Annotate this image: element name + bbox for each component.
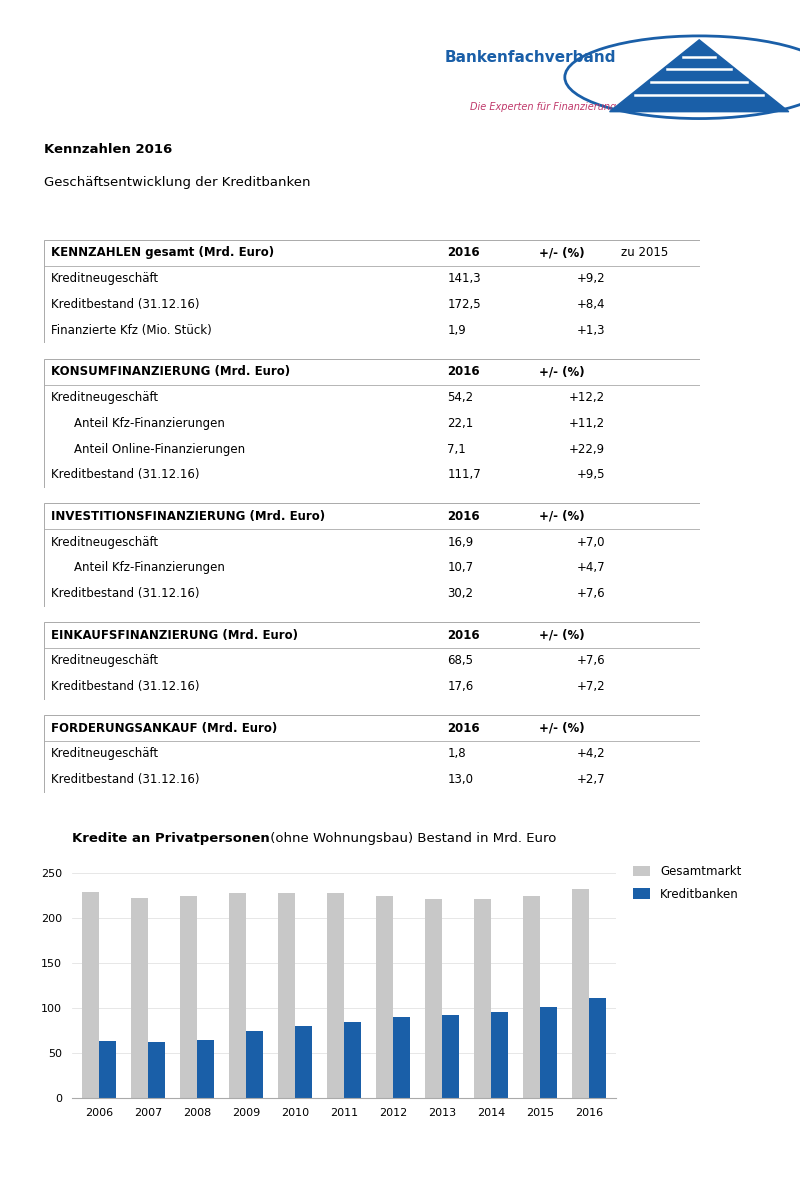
Text: Geschäftsentwicklung der Kreditbanken: Geschäftsentwicklung der Kreditbanken bbox=[44, 176, 310, 190]
Text: +/- (%): +/- (%) bbox=[539, 629, 585, 642]
Text: +22,9: +22,9 bbox=[569, 443, 605, 456]
Text: Kreditneugeschäft: Kreditneugeschäft bbox=[50, 654, 158, 667]
Text: +4,2: +4,2 bbox=[576, 748, 605, 761]
Bar bbox=[180, 896, 197, 1098]
Text: Kreditneugeschäft: Kreditneugeschäft bbox=[50, 535, 158, 548]
Text: +7,2: +7,2 bbox=[576, 680, 605, 694]
Bar bbox=[229, 893, 246, 1098]
Text: Kredite an Privatpersonen: Kredite an Privatpersonen bbox=[72, 833, 270, 845]
Text: +/- (%): +/- (%) bbox=[539, 246, 585, 259]
Bar bbox=[148, 1042, 165, 1098]
Text: Kreditbestand (31.12.16): Kreditbestand (31.12.16) bbox=[50, 298, 199, 311]
Text: 17,6: 17,6 bbox=[447, 680, 474, 694]
Bar bbox=[523, 896, 540, 1098]
Text: 111,7: 111,7 bbox=[447, 468, 481, 481]
Text: (ohne Wohnungsbau) Bestand in Mrd. Euro: (ohne Wohnungsbau) Bestand in Mrd. Euro bbox=[266, 833, 556, 845]
Text: +4,7: +4,7 bbox=[576, 562, 605, 575]
Text: Bankenfachverband: Bankenfachverband bbox=[445, 50, 616, 65]
Text: 22,1: 22,1 bbox=[447, 416, 474, 430]
Text: 16,9: 16,9 bbox=[447, 535, 474, 548]
Text: +11,2: +11,2 bbox=[569, 416, 605, 430]
Text: Kreditneugeschäft: Kreditneugeschäft bbox=[50, 748, 158, 761]
Bar bbox=[572, 889, 589, 1098]
Text: +1,3: +1,3 bbox=[576, 324, 605, 337]
Text: 30,2: 30,2 bbox=[447, 587, 474, 600]
Text: 141,3: 141,3 bbox=[447, 272, 481, 286]
Bar bbox=[278, 893, 295, 1098]
Text: +/- (%): +/- (%) bbox=[539, 510, 585, 523]
Text: 10,7: 10,7 bbox=[447, 562, 474, 575]
Bar bbox=[589, 998, 606, 1098]
Text: Kreditbestand (31.12.16): Kreditbestand (31.12.16) bbox=[50, 587, 199, 600]
Text: Anteil Kfz-Finanzierungen: Anteil Kfz-Finanzierungen bbox=[74, 416, 224, 430]
Bar bbox=[344, 1021, 361, 1098]
Text: +7,6: +7,6 bbox=[576, 587, 605, 600]
Polygon shape bbox=[610, 40, 789, 112]
Text: +7,6: +7,6 bbox=[576, 654, 605, 667]
Legend: Gesamtmarkt, Kreditbanken: Gesamtmarkt, Kreditbanken bbox=[633, 865, 742, 901]
Text: +12,2: +12,2 bbox=[569, 391, 605, 404]
Text: 7,1: 7,1 bbox=[447, 443, 466, 456]
Text: 2016: 2016 bbox=[447, 246, 480, 259]
Text: KENNZAHLEN gesamt (Mrd. Euro): KENNZAHLEN gesamt (Mrd. Euro) bbox=[50, 246, 274, 259]
Text: Kreditneugeschäft: Kreditneugeschäft bbox=[50, 272, 158, 286]
Bar bbox=[99, 1042, 116, 1098]
Text: Kreditneugeschäft: Kreditneugeschäft bbox=[50, 391, 158, 404]
Text: Kreditbestand (31.12.16): Kreditbestand (31.12.16) bbox=[50, 680, 199, 694]
Bar bbox=[131, 898, 148, 1098]
Text: INVESTITIONSFINANZIERUNG (Mrd. Euro): INVESTITIONSFINANZIERUNG (Mrd. Euro) bbox=[50, 510, 325, 523]
Text: +7,0: +7,0 bbox=[576, 535, 605, 548]
Text: zu 2015: zu 2015 bbox=[622, 246, 669, 259]
Bar bbox=[246, 1031, 263, 1098]
Text: 2016: 2016 bbox=[447, 629, 480, 642]
Text: +8,4: +8,4 bbox=[576, 298, 605, 311]
Bar bbox=[82, 892, 99, 1098]
Text: +/- (%): +/- (%) bbox=[539, 365, 585, 378]
Text: 1,8: 1,8 bbox=[447, 748, 466, 761]
Bar bbox=[197, 1039, 214, 1098]
Text: Kennzahlen 2016: Kennzahlen 2016 bbox=[44, 143, 172, 156]
Bar bbox=[474, 899, 491, 1098]
Bar bbox=[376, 896, 393, 1098]
Text: 1,9: 1,9 bbox=[447, 324, 466, 337]
Text: KONSUMFINANZIERUNG (Mrd. Euro): KONSUMFINANZIERUNG (Mrd. Euro) bbox=[50, 365, 290, 378]
Text: Die Experten für Finanzierung: Die Experten für Finanzierung bbox=[470, 102, 616, 112]
Bar bbox=[425, 899, 442, 1098]
Bar bbox=[393, 1016, 410, 1098]
Text: 2016: 2016 bbox=[447, 721, 480, 734]
Text: Kreditbestand (31.12.16): Kreditbestand (31.12.16) bbox=[50, 773, 199, 786]
Text: +9,2: +9,2 bbox=[576, 272, 605, 286]
Text: EINKAUFSFINANZIERUNG (Mrd. Euro): EINKAUFSFINANZIERUNG (Mrd. Euro) bbox=[50, 629, 298, 642]
Text: 68,5: 68,5 bbox=[447, 654, 474, 667]
Bar bbox=[327, 893, 344, 1098]
Bar bbox=[442, 1015, 459, 1098]
Text: 2016: 2016 bbox=[447, 510, 480, 523]
Text: Finanzierte Kfz (Mio. Stück): Finanzierte Kfz (Mio. Stück) bbox=[50, 324, 211, 337]
Text: Anteil Kfz-Finanzierungen: Anteil Kfz-Finanzierungen bbox=[74, 562, 224, 575]
Text: 13,0: 13,0 bbox=[447, 773, 474, 786]
Text: +2,7: +2,7 bbox=[576, 773, 605, 786]
Text: FORDERUNGSANKAUF (Mrd. Euro): FORDERUNGSANKAUF (Mrd. Euro) bbox=[50, 721, 277, 734]
Text: +9,5: +9,5 bbox=[576, 468, 605, 481]
Text: Anteil Online-Finanzierungen: Anteil Online-Finanzierungen bbox=[74, 443, 245, 456]
Text: 2016: 2016 bbox=[447, 365, 480, 378]
Bar bbox=[540, 1007, 557, 1098]
Text: 172,5: 172,5 bbox=[447, 298, 481, 311]
Text: 54,2: 54,2 bbox=[447, 391, 474, 404]
Text: +/- (%): +/- (%) bbox=[539, 721, 585, 734]
Text: Kreditbestand (31.12.16): Kreditbestand (31.12.16) bbox=[50, 468, 199, 481]
Bar bbox=[295, 1026, 312, 1098]
Bar bbox=[491, 1012, 508, 1098]
